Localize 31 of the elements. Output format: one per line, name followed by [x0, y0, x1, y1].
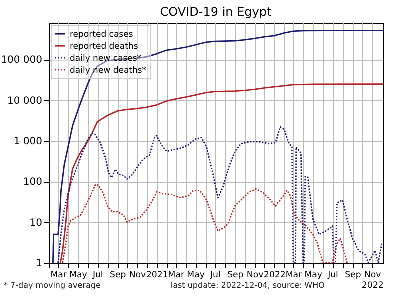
x-tick-label: Mar [286, 270, 303, 280]
line-series [52, 30, 383, 263]
legend-label: daily new cases* [70, 54, 142, 64]
x-tick-label: Jul [92, 270, 104, 280]
legend-label: reported deaths [70, 42, 139, 52]
chart-title: COVID-19 in Egypt [160, 5, 272, 19]
x-tick-label: 2021 [146, 270, 168, 280]
y-tick-label: 100 [23, 177, 42, 188]
y-tick-label: 1 000 [14, 136, 42, 148]
x-tick-label: Nov [246, 270, 264, 280]
x-tick-label: 2022 [264, 270, 286, 280]
x-tick-label: Nov 2022 [362, 270, 384, 292]
text: * 7-day moving average [4, 281, 101, 290]
x-tick-label: May [187, 270, 205, 280]
legend-label: reported cases [70, 30, 134, 40]
y-tick-label: 100 000 [1, 55, 42, 66]
x-tick-label: May [70, 270, 88, 280]
y-tick-label: 1 [36, 258, 42, 270]
x-tick-label: May [304, 270, 322, 280]
y-tick-label: 10 000 [8, 96, 42, 107]
x-tick-label: Sep [110, 270, 126, 280]
x-tick-label: Mar [168, 270, 185, 280]
y-tick-label: 10 [30, 218, 42, 229]
x-tick-label: Sep [228, 270, 244, 280]
x-tick-label: Nov [129, 270, 146, 280]
x-tick-label: Mar [50, 270, 68, 280]
legend-label: daily new deaths* [70, 66, 147, 76]
text: last update: 2022-12-04, source: WHO [170, 281, 325, 290]
x-tick-label: Sep [345, 270, 362, 280]
x-tick-label: Jul [327, 270, 338, 280]
x-tick-label: Jul [210, 270, 221, 280]
